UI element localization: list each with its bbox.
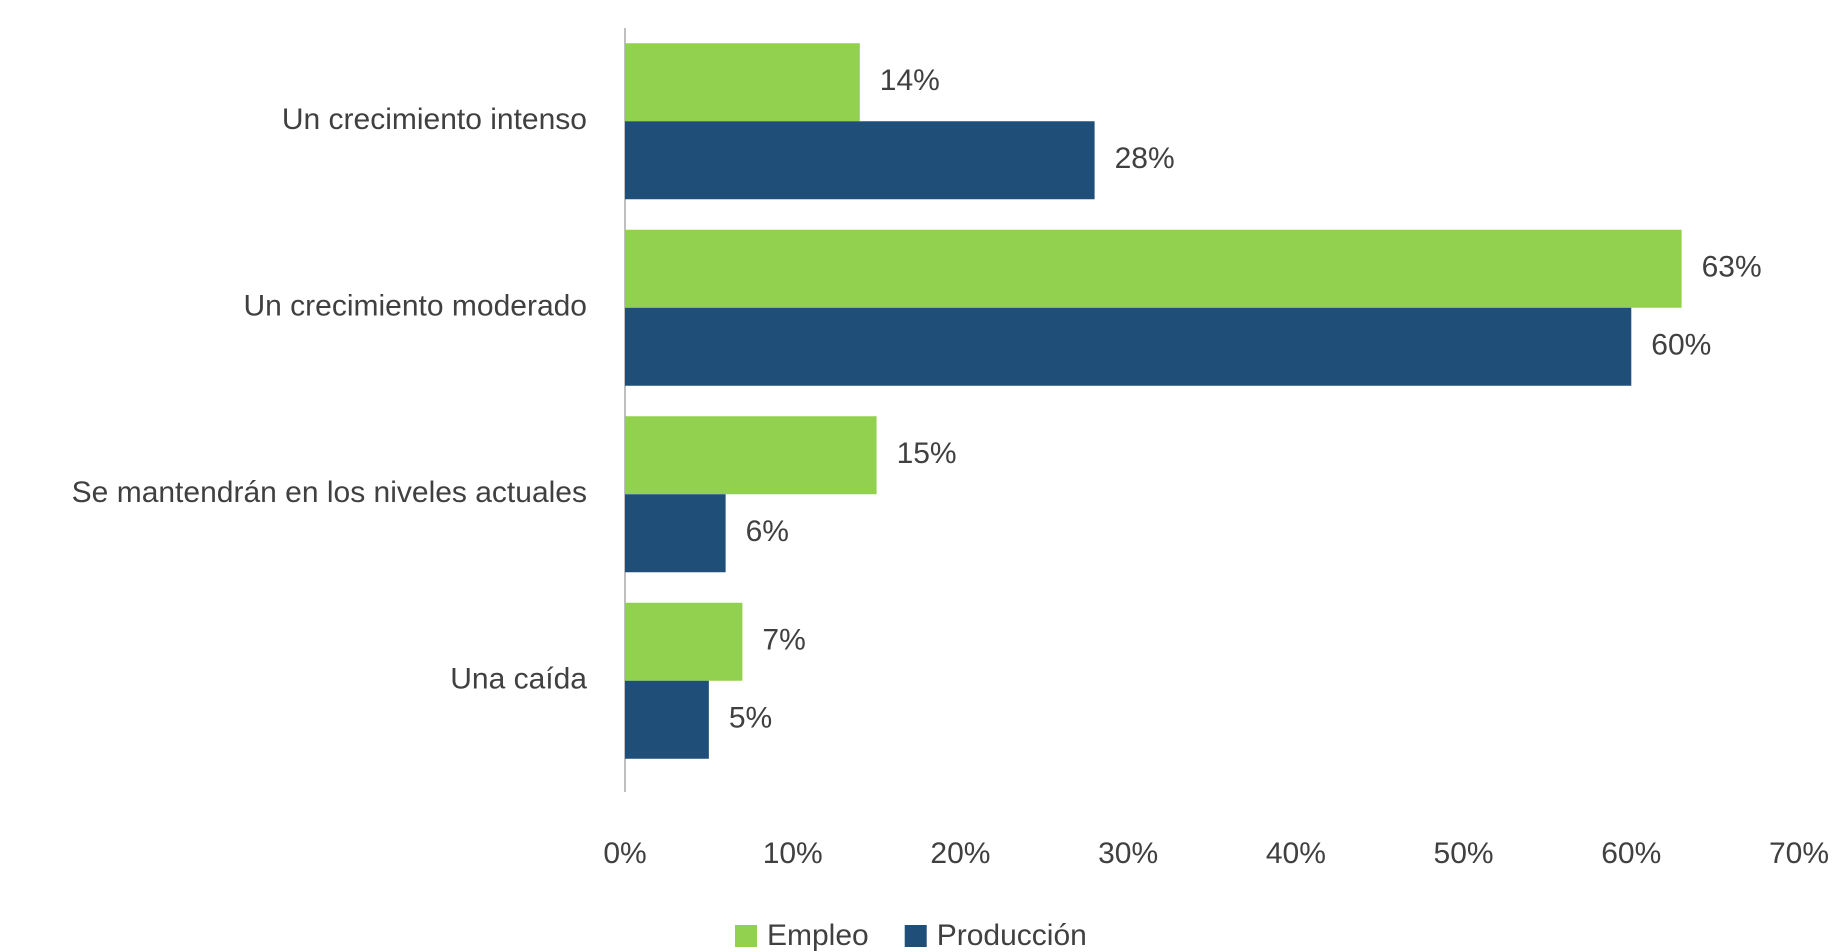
x-tick-label: 60% <box>1601 837 1661 870</box>
bar <box>625 307 1632 386</box>
category-label: Un crecimiento moderado <box>244 290 588 323</box>
x-tick-label: 40% <box>1266 837 1326 870</box>
x-tick-label: 10% <box>763 837 823 870</box>
legend-swatch <box>735 925 757 947</box>
legend-swatch <box>904 925 927 947</box>
legend-label: Producción <box>937 919 1087 952</box>
bar <box>625 229 1682 308</box>
data-label: 63% <box>1702 251 1762 284</box>
category-label: Se mantendrán en los niveles actuales <box>72 476 587 509</box>
bar <box>625 494 726 573</box>
bar <box>625 602 743 681</box>
x-tick-label: 50% <box>1434 837 1494 870</box>
category-label: Una caída <box>450 663 587 696</box>
x-tick-label: 30% <box>1098 837 1158 870</box>
bar <box>625 680 709 759</box>
data-label: 5% <box>729 702 772 735</box>
data-label: 14% <box>880 64 940 97</box>
bar <box>625 43 860 122</box>
x-tick-label: 20% <box>930 837 990 870</box>
bar <box>625 121 1095 200</box>
x-tick-label: 0% <box>603 837 646 870</box>
category-label: Un crecimiento intenso <box>282 103 587 136</box>
data-label: 60% <box>1651 329 1711 362</box>
data-label: 7% <box>762 624 805 657</box>
data-label: 15% <box>897 437 957 470</box>
x-tick-label: 70% <box>1769 837 1829 870</box>
data-label: 6% <box>746 515 789 548</box>
bar <box>625 416 877 495</box>
data-label: 28% <box>1115 142 1175 175</box>
legend-label: Empleo <box>767 919 869 952</box>
